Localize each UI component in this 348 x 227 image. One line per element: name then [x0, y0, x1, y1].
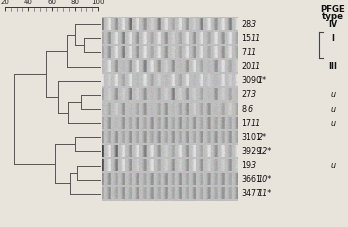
Text: 3101: 3101	[241, 133, 261, 142]
Text: u: u	[331, 161, 335, 170]
Text: 3661: 3661	[241, 175, 261, 184]
Text: 12*: 12*	[258, 147, 272, 156]
Text: 3090: 3090	[241, 76, 261, 85]
Text: u: u	[331, 90, 335, 99]
Text: 40: 40	[24, 0, 33, 5]
Text: u: u	[331, 104, 335, 114]
Text: 60: 60	[47, 0, 56, 5]
Text: PFGE: PFGE	[321, 5, 345, 14]
Text: 27: 27	[241, 90, 251, 99]
Text: 11: 11	[247, 48, 258, 57]
Text: 11: 11	[251, 62, 261, 71]
Text: 100: 100	[91, 0, 105, 5]
Text: 2*: 2*	[258, 133, 267, 142]
Text: 1*: 1*	[258, 76, 267, 85]
Text: 20: 20	[241, 62, 251, 71]
Text: 11*: 11*	[258, 189, 272, 198]
Text: 28: 28	[241, 20, 251, 29]
Text: 80: 80	[70, 0, 79, 5]
Text: 3477: 3477	[241, 189, 261, 198]
Text: I: I	[332, 34, 334, 43]
Text: 3929: 3929	[241, 147, 261, 156]
Text: 8: 8	[241, 104, 246, 114]
Text: 15: 15	[241, 34, 251, 43]
Text: type: type	[322, 12, 344, 21]
Text: 7: 7	[241, 48, 246, 57]
Text: 3: 3	[251, 20, 256, 29]
Text: 3: 3	[251, 161, 256, 170]
Text: 3: 3	[251, 90, 256, 99]
Text: 11: 11	[251, 119, 261, 128]
Text: III: III	[329, 62, 338, 71]
Bar	[102, 17, 238, 201]
Text: 17: 17	[241, 119, 251, 128]
Text: IV: IV	[329, 20, 338, 29]
Text: 11: 11	[251, 34, 261, 43]
Text: 20: 20	[1, 0, 9, 5]
Text: 19: 19	[241, 161, 251, 170]
Text: 10*: 10*	[258, 175, 272, 184]
Text: u: u	[331, 119, 335, 128]
Text: 6: 6	[247, 104, 252, 114]
